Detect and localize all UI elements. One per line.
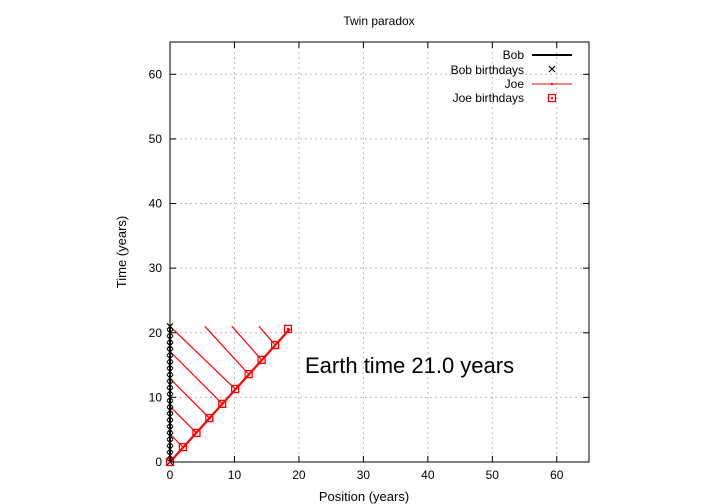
joe-birthday-marker-center [208, 417, 211, 420]
x-tick-label: 0 [167, 468, 174, 482]
y-tick-label: 40 [149, 197, 163, 211]
y-tick-label: 50 [149, 132, 163, 146]
light-signal-line [204, 325, 250, 375]
axis-ticks: 0 10 20 30 40 50 60 0 10 20 30 40 50 60 [149, 42, 589, 482]
joe-birthday-marker [283, 324, 293, 334]
legend-label-joe: Joe [505, 77, 525, 91]
joe-worldline [169, 328, 291, 463]
legend-label-bob-birthdays: Bob birthdays [451, 63, 524, 77]
x-axis-label: Position (years) [319, 489, 409, 504]
legend-marker-joe-birthdays-inner [551, 97, 553, 99]
y-tick-label: 30 [149, 261, 163, 275]
y-tick-label: 0 [155, 455, 162, 469]
joe-birthday-marker-center [181, 446, 184, 449]
joe-birthday-marker-center [274, 344, 277, 347]
grid [170, 42, 589, 462]
x-tick-label: 30 [357, 468, 371, 482]
x-tick-label: 20 [292, 468, 306, 482]
joe-birthday-marker [205, 413, 214, 423]
joe-birthday-marker [270, 340, 280, 350]
joe-birthday-marker-center [247, 373, 250, 376]
chart-title: Twin paradox [343, 14, 414, 28]
y-tick-label: 20 [149, 326, 163, 340]
earth-time-annotation: Earth time 21.0 years [305, 353, 514, 378]
light-signal-line [231, 325, 262, 361]
joe-birthday-marker [230, 384, 240, 394]
legend-label-bob: Bob [503, 48, 525, 62]
plot-frame [169, 41, 590, 463]
light-signal-line [169, 406, 197, 434]
x-tick-label: 10 [228, 468, 242, 482]
joe-birthday-marker [257, 355, 266, 365]
light-signal-line [169, 433, 184, 448]
y-axis-label: Time (years) [114, 216, 129, 288]
joe-birthday-marker-center [221, 402, 224, 405]
joe-birthday-marker [178, 442, 188, 452]
legend: Bob Bob birthdays Joe Joe birthdays [451, 48, 572, 105]
x-tick-label: 50 [486, 468, 500, 482]
joe-birthday-marker [218, 399, 227, 408]
light-signal-line [169, 378, 210, 419]
plot-area [165, 322, 293, 467]
joe-birthday-marker-center [234, 387, 237, 390]
joe-birthday-marker-center [286, 327, 289, 330]
legend-label-joe-birthdays: Joe birthdays [453, 91, 524, 105]
joe-birthday-marker [192, 428, 201, 438]
x-tick-label: 60 [550, 468, 564, 482]
legend-marker-bob-birthdays [548, 65, 556, 73]
joe-birthday-marker-center [260, 358, 263, 361]
y-tick-label: 10 [149, 390, 163, 404]
joe-birthday-marker [244, 369, 253, 379]
joe-birthday-marker-center [195, 431, 198, 434]
light-signal-line [258, 325, 276, 346]
light-signal-line [169, 325, 236, 390]
light-signal-line [169, 351, 223, 405]
y-tick-label: 60 [149, 67, 163, 81]
x-tick-label: 40 [421, 468, 435, 482]
legend-marker-joe-birthdays [547, 93, 557, 103]
legend-dot-joe [550, 82, 554, 86]
